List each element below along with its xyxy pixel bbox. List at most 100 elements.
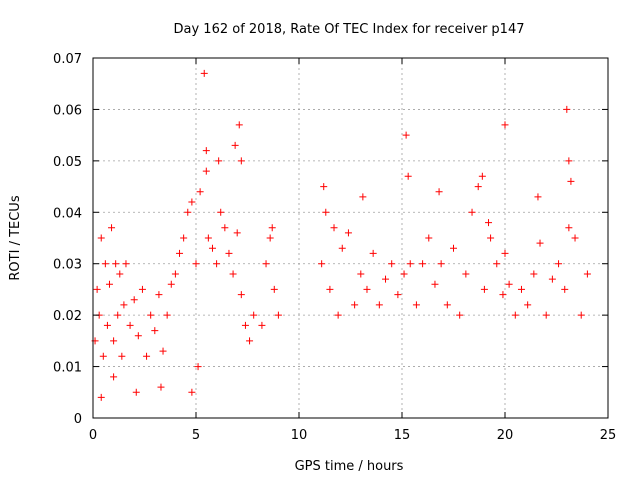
data-point <box>202 167 210 175</box>
data-point <box>97 393 105 401</box>
data-point <box>344 229 352 237</box>
data-points <box>91 69 591 401</box>
data-point <box>565 157 573 165</box>
chart-title: Day 162 of 2018, Rate Of TEC Index for r… <box>174 22 525 37</box>
data-point <box>143 352 151 360</box>
data-point <box>320 183 328 191</box>
data-point <box>130 296 138 304</box>
data-point <box>468 208 476 216</box>
axis-ticks: 0 5 10 15 20 25 0 0.01 0.02 0.03 0.04 0.05 0.06 0.07 <box>53 52 616 443</box>
data-point <box>274 311 282 319</box>
data-point <box>167 280 175 288</box>
data-point <box>246 337 254 345</box>
data-point <box>237 157 245 165</box>
data-point <box>258 321 266 329</box>
data-point <box>241 321 249 329</box>
data-point <box>126 321 134 329</box>
data-point <box>555 260 563 268</box>
data-point <box>192 260 200 268</box>
data-point <box>270 285 278 293</box>
data-point <box>155 291 163 299</box>
data-point <box>101 260 109 268</box>
data-point <box>326 285 334 293</box>
data-point <box>388 260 396 268</box>
data-point <box>404 172 412 180</box>
data-point <box>147 311 155 319</box>
data-point <box>485 219 493 227</box>
data-point <box>134 332 142 340</box>
data-point <box>99 352 107 360</box>
data-point <box>202 147 210 155</box>
y-tick-label: 0.05 <box>53 155 82 170</box>
data-point <box>188 388 196 396</box>
data-point <box>359 193 367 201</box>
data-point <box>110 373 118 381</box>
x-tick-label: 0 <box>89 428 97 443</box>
data-point <box>480 285 488 293</box>
data-point <box>450 244 457 252</box>
data-point <box>118 352 126 360</box>
y-tick-label: 0.07 <box>53 52 82 67</box>
data-point <box>262 260 270 268</box>
y-tick-label: 0 <box>74 412 82 427</box>
data-point <box>351 301 359 309</box>
data-point <box>188 198 196 206</box>
x-tick-label: 25 <box>600 428 617 443</box>
data-point <box>524 301 532 309</box>
data-point <box>577 311 585 319</box>
data-point <box>375 301 383 309</box>
data-point <box>462 270 470 278</box>
data-point <box>151 327 159 335</box>
data-point <box>419 260 427 268</box>
data-point <box>194 363 202 371</box>
data-point <box>412 301 420 309</box>
x-tick-label: 20 <box>497 428 514 443</box>
data-point <box>505 280 513 288</box>
data-point <box>456 311 464 319</box>
data-point <box>180 234 188 242</box>
data-point <box>400 270 408 278</box>
y-tick-label: 0.03 <box>53 258 82 273</box>
data-point <box>583 270 591 278</box>
data-point <box>176 249 184 257</box>
data-point <box>229 270 237 278</box>
data-point <box>394 291 402 299</box>
data-point <box>217 208 225 216</box>
data-point <box>330 224 338 232</box>
data-point <box>93 285 101 293</box>
data-point <box>334 311 342 319</box>
data-point <box>382 275 390 283</box>
data-point <box>501 121 509 129</box>
data-point <box>231 141 239 149</box>
data-point <box>132 388 140 396</box>
y-tick-label: 0.06 <box>53 103 82 118</box>
data-point <box>318 260 326 268</box>
data-point <box>235 121 243 129</box>
data-point <box>563 105 571 113</box>
data-point <box>501 249 509 257</box>
data-point <box>443 301 451 309</box>
data-point <box>250 311 258 319</box>
data-point <box>425 234 433 242</box>
data-point <box>97 234 105 242</box>
data-point <box>435 188 443 196</box>
data-point <box>511 311 519 319</box>
data-point <box>517 285 525 293</box>
data-point <box>233 229 241 237</box>
data-point <box>105 280 113 288</box>
data-point <box>103 321 111 329</box>
data-point <box>493 260 501 268</box>
data-point <box>204 234 212 242</box>
data-point <box>571 234 579 242</box>
x-axis-label: GPS time / hours <box>295 459 404 474</box>
data-point <box>499 291 507 299</box>
data-point <box>548 275 556 283</box>
data-point <box>108 224 116 232</box>
y-tick-label: 0.01 <box>53 361 82 376</box>
grid-layer <box>93 58 608 418</box>
y-tick-label: 0.04 <box>53 206 82 221</box>
data-point <box>157 383 165 391</box>
data-point <box>268 224 276 232</box>
data-point <box>357 270 365 278</box>
